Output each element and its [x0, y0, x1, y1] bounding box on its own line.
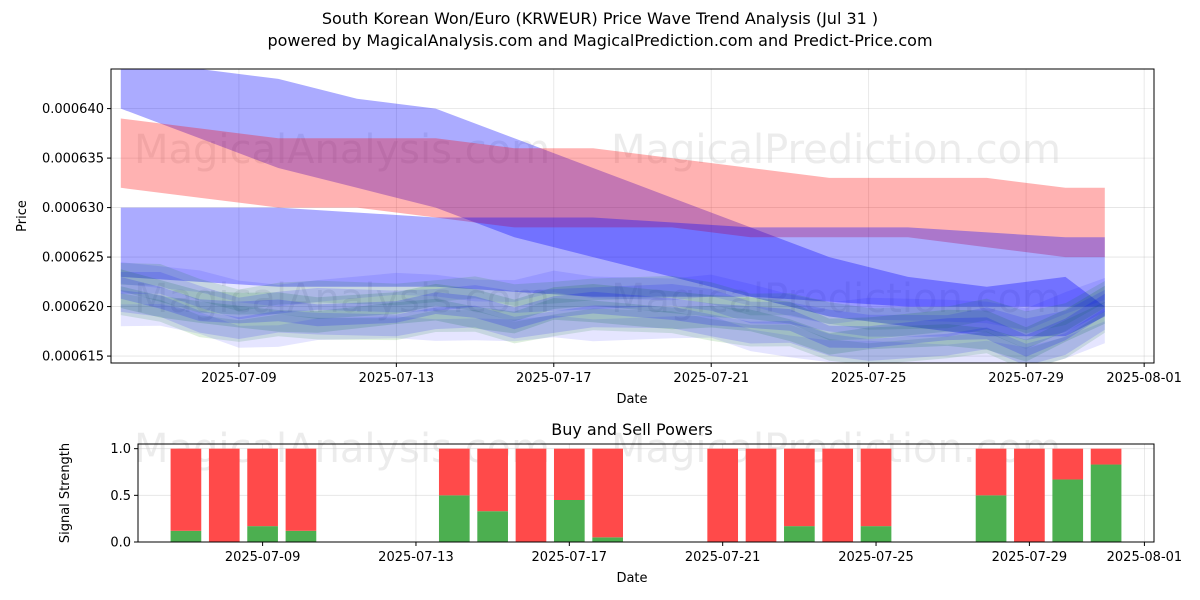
- sell-bar: [592, 448, 623, 538]
- main-x-tick-label: 2025-07-13: [359, 371, 435, 386]
- sub-chart-title: Buy and Sell Powers: [551, 420, 713, 439]
- buy-bar: [247, 526, 278, 542]
- main-plot-frame: [110, 68, 1155, 364]
- chart-title: South Korean Won/Euro (KRWEUR) Price Wav…: [321, 9, 879, 28]
- main-y-tick-label: 0.000620: [42, 300, 104, 315]
- buy-bar: [592, 537, 623, 542]
- sell-bar: [247, 448, 278, 527]
- sell-bar: [477, 448, 508, 512]
- sub-y-axis-label: Signal Strength: [58, 443, 73, 543]
- main-x-tick-label: 2025-07-21: [673, 371, 749, 386]
- main-x-tick-label: 2025-07-09: [201, 371, 277, 386]
- sell-bar: [822, 448, 854, 542]
- price-band-3: [120, 207, 1105, 307]
- watermark-main-left-2: MagicalAnalysis.com: [134, 276, 550, 322]
- sell-bar: [784, 448, 815, 527]
- sub-x-tick-label: 2025-07-25: [838, 550, 914, 565]
- main-y-tick-label: 0.000615: [42, 350, 104, 365]
- buy-bar: [1090, 464, 1122, 542]
- main-y-tick-label: 0.000635: [42, 152, 104, 167]
- sell-bar: [1052, 448, 1084, 480]
- sub-x-tick-label: 2025-07-29: [992, 550, 1068, 565]
- watermark-main-right: MagicalPrediction.com: [611, 127, 1061, 173]
- main-y-axis-label: Price: [15, 200, 30, 232]
- wave-band-green-3: [120, 269, 1105, 350]
- wave-band-green-4: [120, 286, 1105, 362]
- wave-band-blue-5: [120, 262, 1105, 331]
- watermark-main-left: MagicalAnalysis.com: [134, 127, 550, 173]
- wave-band-blue-9: [120, 276, 1105, 357]
- price-band-1: [120, 69, 1105, 337]
- buy-bar: [1052, 479, 1084, 542]
- main-x-tick-label: 2025-07-17: [516, 371, 592, 386]
- sub-plot-frame: [137, 443, 1155, 543]
- wave-band-blue-6: [120, 304, 1105, 363]
- wave-band-blue-8: [120, 290, 1105, 363]
- wave-band-green-1: [120, 263, 1105, 334]
- sell-bar: [975, 448, 1007, 496]
- sell-bar: [745, 448, 777, 542]
- wave-band-green-2: [120, 293, 1105, 363]
- sell-bar: [1090, 448, 1122, 465]
- buy-bar: [860, 526, 892, 542]
- main-y-tick-label: 0.000630: [42, 201, 104, 216]
- buy-bar: [477, 511, 508, 542]
- main-x-tick-label: 2025-08-01: [1106, 371, 1182, 386]
- sell-bar: [438, 448, 470, 496]
- buy-bar: [784, 526, 815, 542]
- wave-band-blue-7: [120, 272, 1105, 341]
- buy-bar: [553, 500, 585, 542]
- sub-y-tick-label: 0.5: [110, 489, 131, 504]
- main-y-tick-label: 0.000640: [42, 102, 104, 117]
- sell-bar: [860, 448, 892, 527]
- buy-bar: [170, 530, 202, 542]
- sell-bar: [1014, 448, 1045, 542]
- sub-y-tick-label: 0.0: [110, 536, 131, 551]
- sub-x-tick-label: 2025-08-01: [1107, 550, 1183, 565]
- sell-bar: [170, 448, 202, 531]
- main-x-tick-label: 2025-07-29: [988, 371, 1064, 386]
- sub-x-tick-label: 2025-07-21: [685, 550, 761, 565]
- buy-bar: [975, 495, 1007, 542]
- price-band-2: [120, 118, 1105, 258]
- main-y-tick-label: 0.000625: [42, 251, 104, 266]
- sell-bar: [515, 448, 547, 542]
- sell-bar: [208, 448, 240, 542]
- main-x-tick-label: 2025-07-25: [831, 371, 907, 386]
- main-x-axis-label: Date: [616, 392, 647, 407]
- chart-subtitle: powered by MagicalAnalysis.com and Magic…: [267, 31, 933, 50]
- sub-y-tick-label: 1.0: [110, 442, 131, 457]
- sub-x-axis-label: Date: [616, 571, 647, 586]
- sell-bar: [553, 448, 585, 500]
- sub-x-tick-label: 2025-07-13: [378, 550, 454, 565]
- sell-bar: [707, 448, 739, 542]
- sub-x-tick-label: 2025-07-17: [532, 550, 608, 565]
- buy-bar: [285, 530, 317, 542]
- watermark-main-right-2: MagicalPrediction.com: [611, 276, 1061, 322]
- buy-bar: [438, 495, 470, 542]
- sell-bar: [285, 448, 317, 531]
- sub-x-tick-label: 2025-07-09: [225, 550, 301, 565]
